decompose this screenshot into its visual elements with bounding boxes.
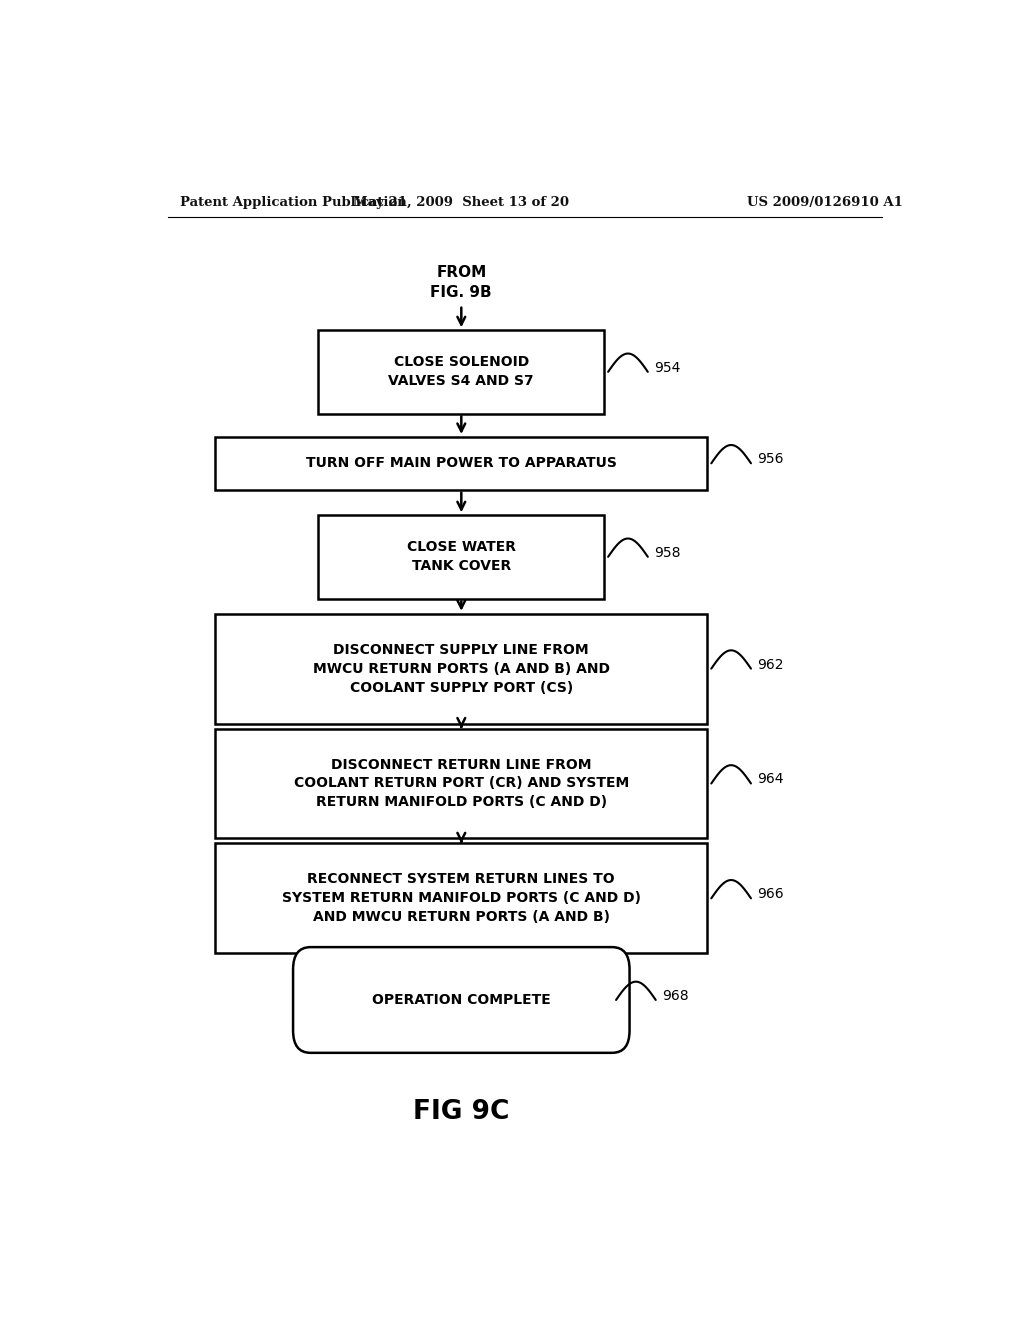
Text: 954: 954 <box>654 360 681 375</box>
FancyBboxPatch shape <box>318 515 604 598</box>
Text: CLOSE SOLENOID
VALVES S4 AND S7: CLOSE SOLENOID VALVES S4 AND S7 <box>388 355 535 388</box>
FancyBboxPatch shape <box>318 330 604 413</box>
Text: US 2009/0126910 A1: US 2009/0126910 A1 <box>748 195 903 209</box>
Text: May 21, 2009  Sheet 13 of 20: May 21, 2009 Sheet 13 of 20 <box>353 195 569 209</box>
Text: 964: 964 <box>758 772 783 787</box>
Text: 966: 966 <box>758 887 784 902</box>
FancyBboxPatch shape <box>215 729 708 838</box>
Text: DISCONNECT SUPPLY LINE FROM
MWCU RETURN PORTS (A AND B) AND
COOLANT SUPPLY PORT : DISCONNECT SUPPLY LINE FROM MWCU RETURN … <box>312 643 610 694</box>
Text: FROM
FIG. 9B: FROM FIG. 9B <box>430 265 493 300</box>
Text: DISCONNECT RETURN LINE FROM
COOLANT RETURN PORT (CR) AND SYSTEM
RETURN MANIFOLD : DISCONNECT RETURN LINE FROM COOLANT RETU… <box>294 758 629 809</box>
Text: 956: 956 <box>758 453 783 466</box>
Text: TURN OFF MAIN POWER TO APPARATUS: TURN OFF MAIN POWER TO APPARATUS <box>306 457 616 470</box>
FancyBboxPatch shape <box>215 843 708 953</box>
Text: FIG 9C: FIG 9C <box>413 1098 510 1125</box>
Text: CLOSE WATER
TANK COVER: CLOSE WATER TANK COVER <box>407 540 516 573</box>
FancyBboxPatch shape <box>215 614 708 723</box>
Text: 968: 968 <box>663 989 689 1003</box>
Text: RECONNECT SYSTEM RETURN LINES TO
SYSTEM RETURN MANIFOLD PORTS (C AND D)
AND MWCU: RECONNECT SYSTEM RETURN LINES TO SYSTEM … <box>282 873 641 924</box>
Text: Patent Application Publication: Patent Application Publication <box>179 195 407 209</box>
Text: 958: 958 <box>654 545 681 560</box>
Text: 962: 962 <box>758 657 783 672</box>
FancyBboxPatch shape <box>293 948 630 1053</box>
Text: OPERATION COMPLETE: OPERATION COMPLETE <box>372 993 551 1007</box>
FancyBboxPatch shape <box>215 437 708 490</box>
